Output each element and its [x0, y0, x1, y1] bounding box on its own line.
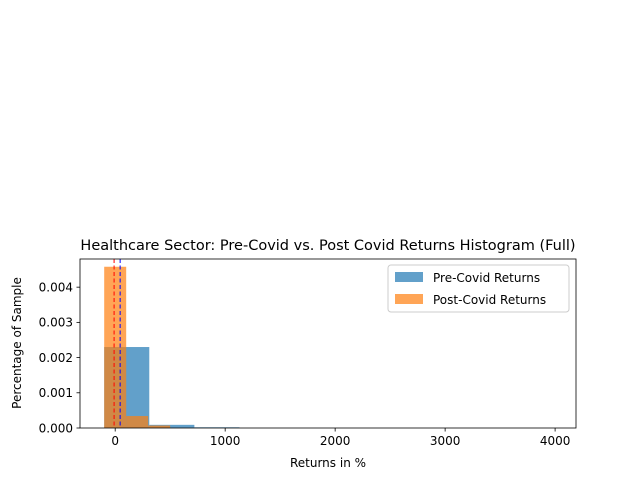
y-tick-label: 0.000 — [39, 421, 73, 435]
y-tick-label: 0.002 — [39, 351, 73, 365]
legend: Pre-Covid Returns Post-Covid Returns — [387, 264, 570, 313]
chart-title: Healthcare Sector: Pre-Covid vs. Post Co… — [80, 238, 575, 254]
y-tick-label: 0.003 — [39, 316, 73, 330]
bar-series-1-bin-0 — [104, 266, 127, 428]
y-axis-label: Percentage of Sample — [10, 277, 24, 409]
y-tick-label: 0.004 — [39, 280, 73, 294]
legend-swatch — [395, 294, 423, 304]
bar-series-0-bin-1 — [149, 424, 195, 428]
bar-series-1-bin-1 — [126, 416, 149, 428]
y-tick-label: 0.001 — [39, 386, 73, 400]
legend-box — [387, 264, 570, 313]
legend-swatch — [395, 272, 423, 282]
y-axis: 0.000 0.001 0.002 0.003 0.004 — [39, 280, 80, 435]
x-axis: 0 1000 2000 3000 4000 — [111, 428, 570, 448]
x-tick-label: 0 — [111, 434, 119, 448]
x-tick-label: 2000 — [320, 434, 351, 448]
legend-label: Post-Covid Returns — [433, 293, 546, 307]
x-tick-label: 1000 — [210, 434, 241, 448]
x-axis-label: Returns in % — [290, 456, 366, 470]
legend-label: Pre-Covid Returns — [433, 271, 540, 285]
plot-area — [79, 258, 577, 429]
x-tick-label: 4000 — [540, 434, 571, 448]
axes-frame — [79, 258, 577, 429]
bar-series-1-bin-2 — [148, 425, 171, 428]
x-tick-label: 3000 — [430, 434, 461, 448]
